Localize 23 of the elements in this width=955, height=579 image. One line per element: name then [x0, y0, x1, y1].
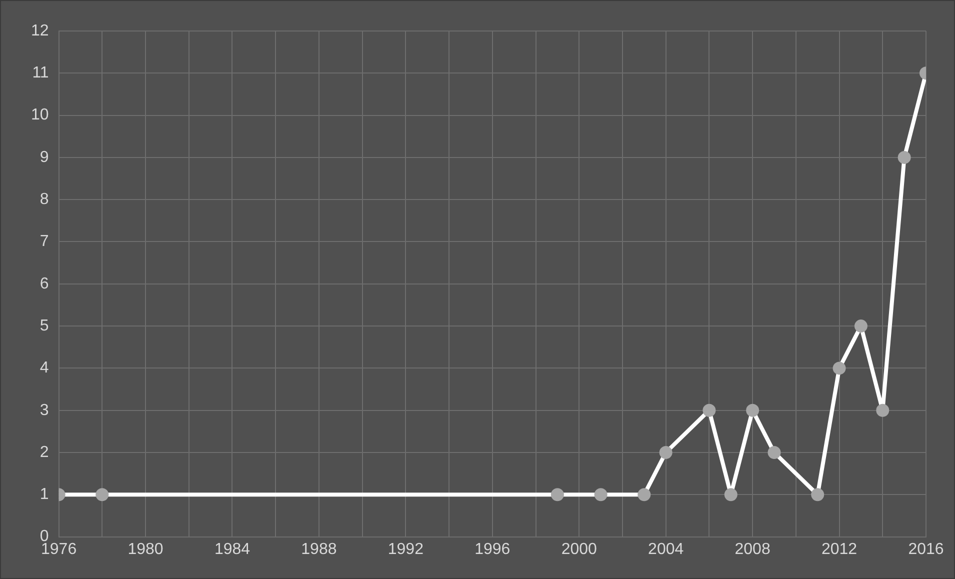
y-tick-label: 2: [40, 444, 49, 461]
y-tick-label: 3: [40, 402, 49, 419]
x-tick-label: 1988: [301, 540, 337, 558]
y-tick-label: 10: [31, 106, 49, 124]
x-tick-label: 2004: [648, 540, 684, 558]
y-tick-label: 5: [40, 317, 49, 334]
x-tick-label: 1976: [41, 540, 77, 558]
y-tick-label: 12: [31, 22, 49, 40]
x-tick-label: 2012: [821, 540, 858, 558]
x-tick-label: 2008: [734, 540, 770, 558]
y-tick-label: 9: [40, 148, 49, 166]
x-tick-label: 2016: [908, 540, 944, 558]
y-tick-label: 6: [40, 275, 49, 292]
y-tick-label: 1: [40, 486, 49, 504]
y-tick-label: 11: [32, 64, 49, 82]
y-tick-label: 4: [40, 360, 49, 377]
y-tick-label: 8: [40, 191, 49, 208]
x-tick-label: 1980: [128, 540, 164, 558]
y-tick-label: 7: [40, 233, 49, 250]
x-tick-label: 2000: [561, 540, 598, 558]
x-tick-label: 1996: [474, 540, 510, 558]
x-tick-label: 1984: [214, 540, 250, 558]
x-tick-label: 1992: [388, 540, 424, 558]
